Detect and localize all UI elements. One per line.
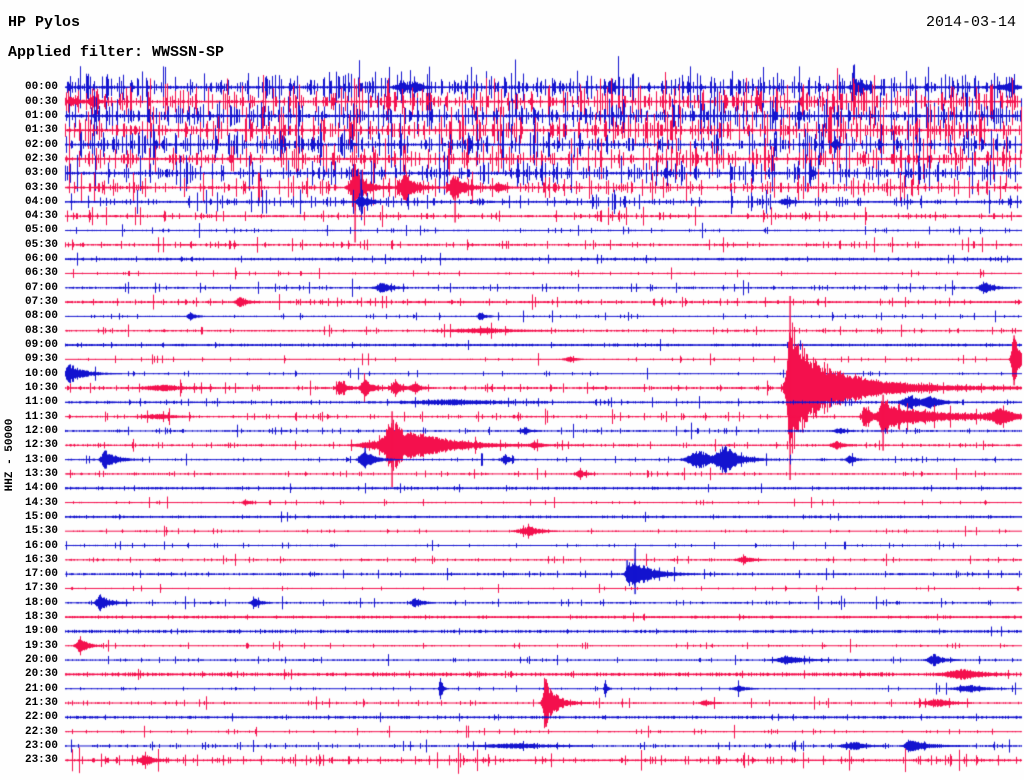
helicorder-canvas: [0, 0, 1024, 780]
helicorder-page: HP Pylos 2014-03-14 Applied filter: WWSS…: [0, 0, 1024, 780]
